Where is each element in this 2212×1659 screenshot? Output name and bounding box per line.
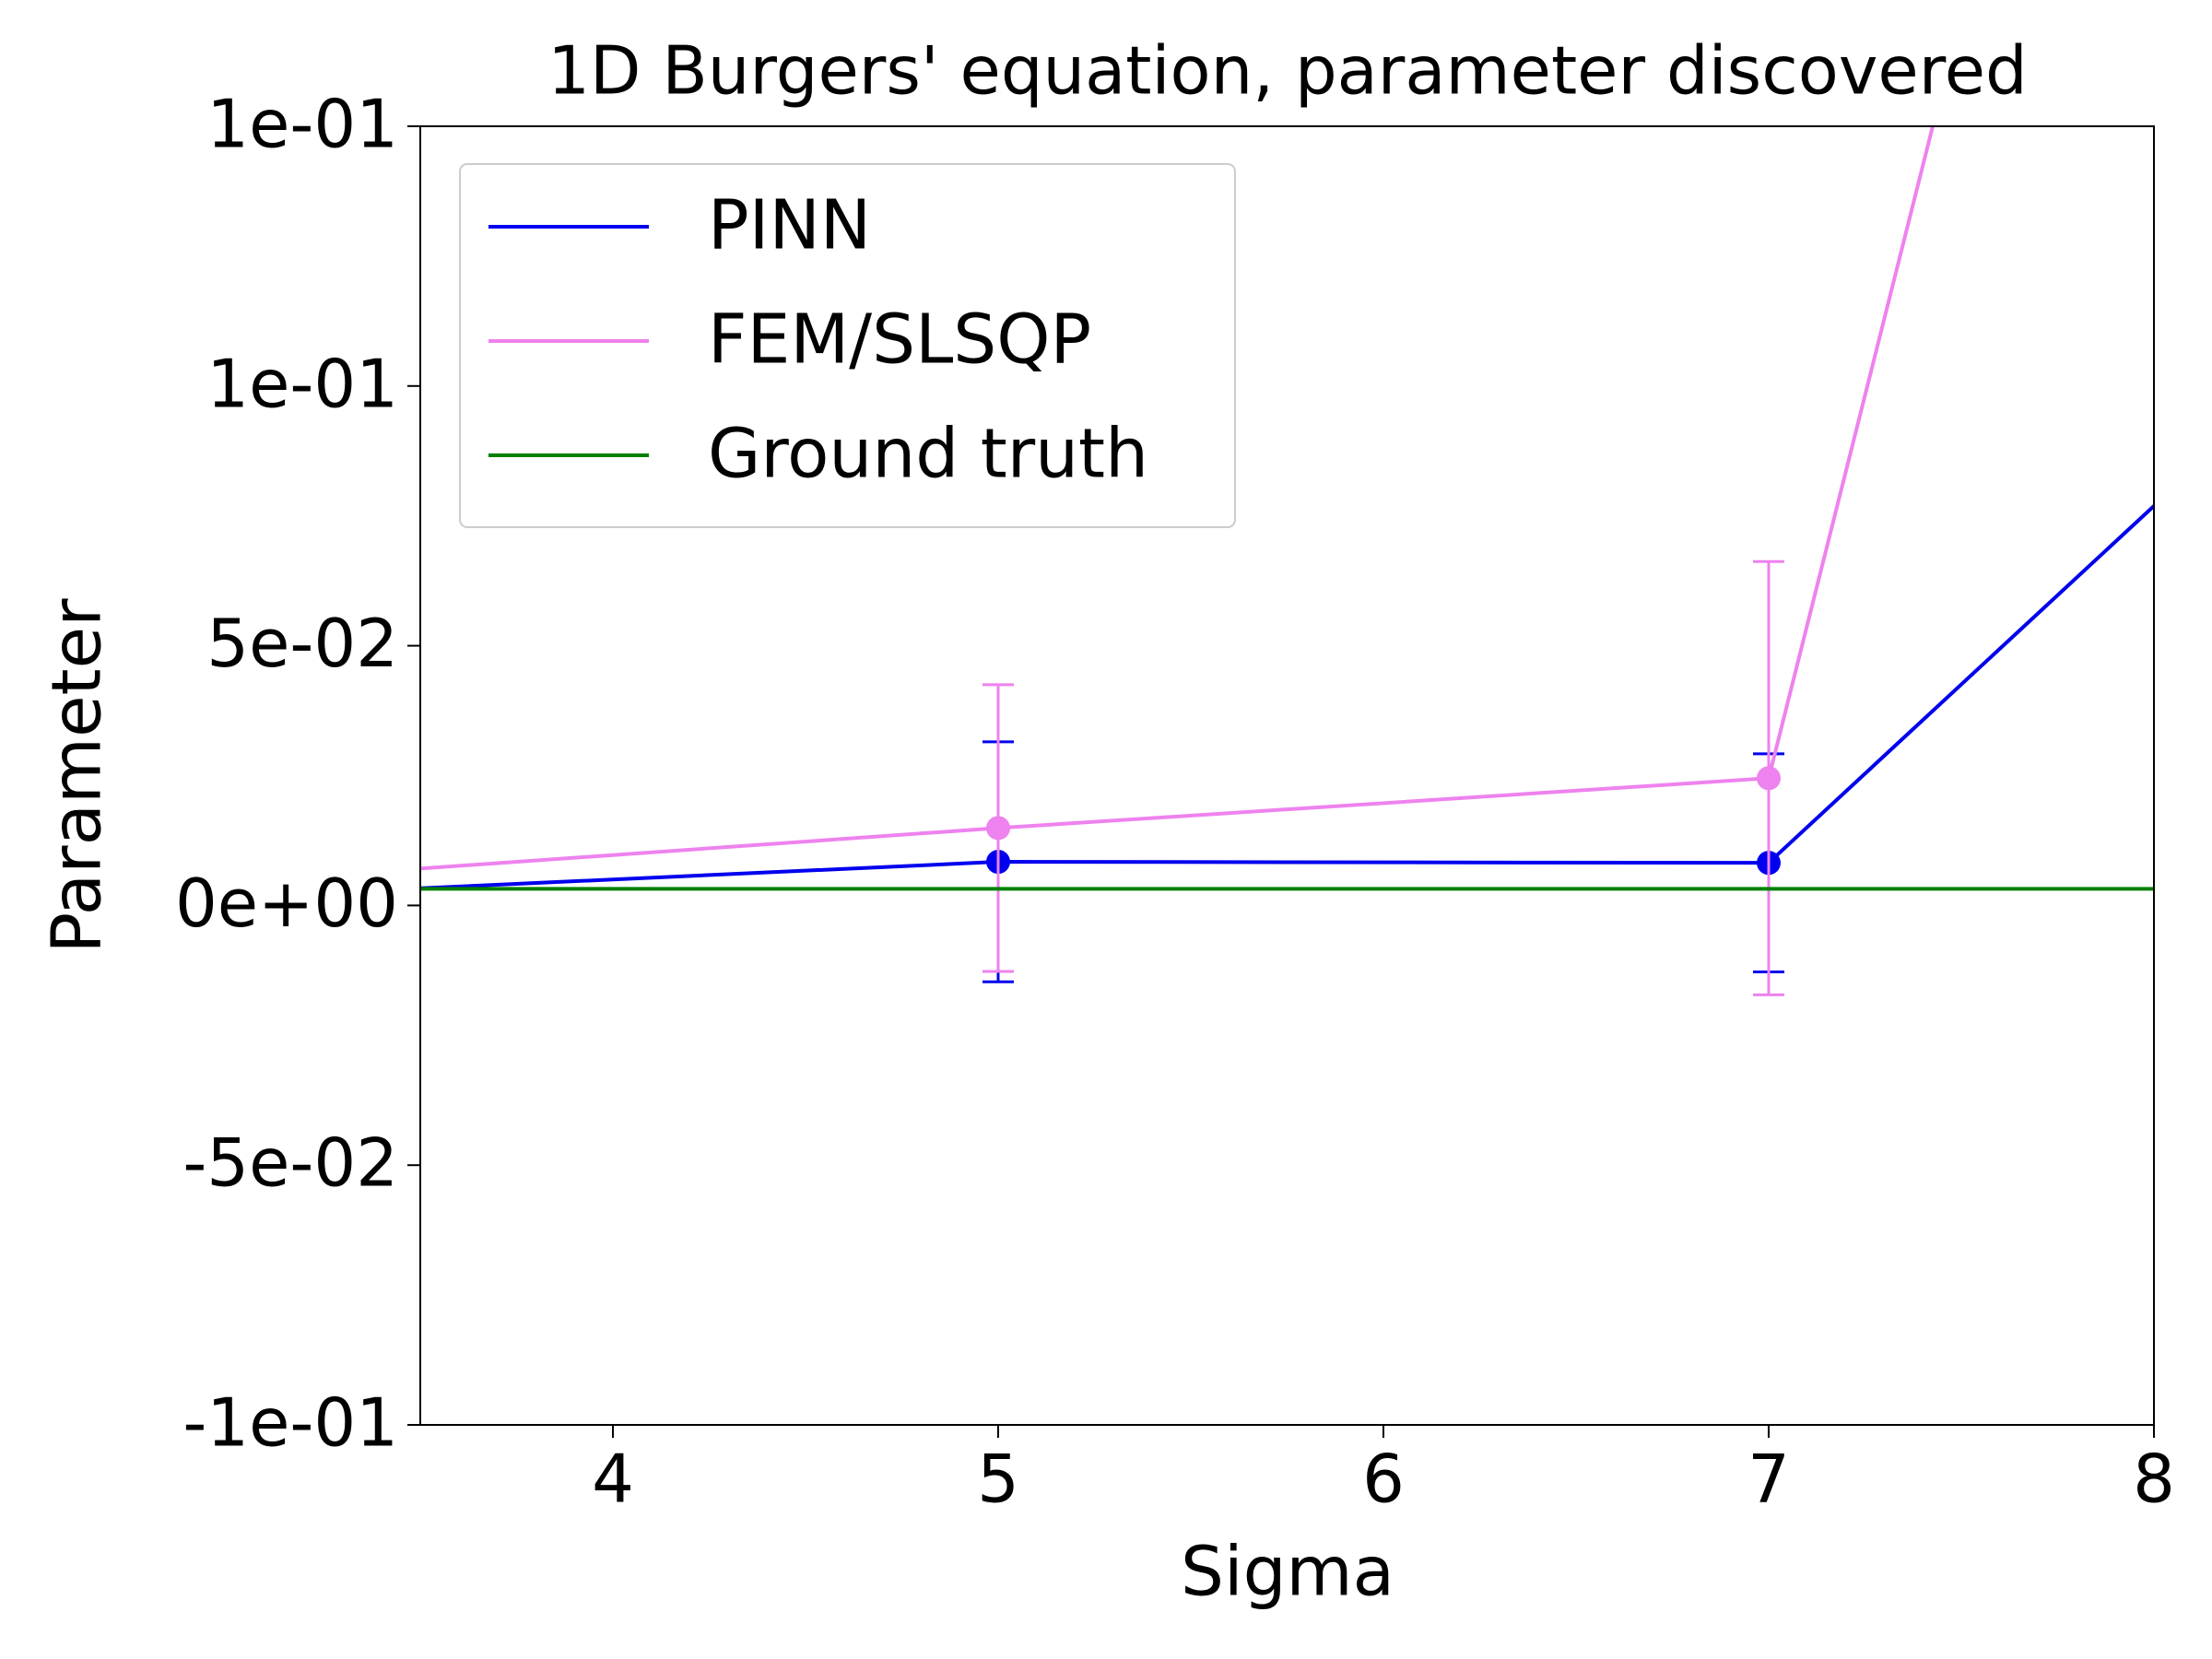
series-line [420, 503, 2154, 890]
legend: PINN FEM/SLSQP Ground truth [459, 163, 1236, 528]
y-axis-label: Parameter [38, 598, 117, 954]
point [1757, 766, 1781, 791]
y-tick-label: -1e-01 [182, 1384, 398, 1462]
legend-box [459, 163, 1236, 528]
y-tick-label: 5e-02 [206, 605, 398, 682]
y-tick-label: 0e+00 [175, 865, 398, 942]
point [986, 816, 1010, 841]
y-tick-label: 1e-01 [206, 345, 398, 422]
legend-label: FEM/SLSQP [708, 300, 1091, 380]
plot-area [420, 126, 2154, 996]
x-tick-label: 8 [2133, 1441, 2175, 1518]
chart-title: 1D Burgers' equation, parameter discover… [547, 32, 2028, 110]
y-tick-label: -5e-02 [182, 1124, 398, 1202]
x-tick-label: 7 [1747, 1441, 1790, 1518]
x-tick-label: 4 [592, 1441, 634, 1518]
series-line [420, 126, 1936, 871]
x-axis-label: Sigma [1181, 1533, 1394, 1612]
y-tick-label: 1e-01 [206, 86, 398, 163]
plot-frame [419, 125, 2155, 1426]
legend-label: Ground truth [708, 415, 1148, 494]
x-tick-label: 6 [1362, 1441, 1405, 1518]
legend-label: PINN [708, 186, 871, 265]
x-tick-label: 5 [977, 1441, 1019, 1518]
